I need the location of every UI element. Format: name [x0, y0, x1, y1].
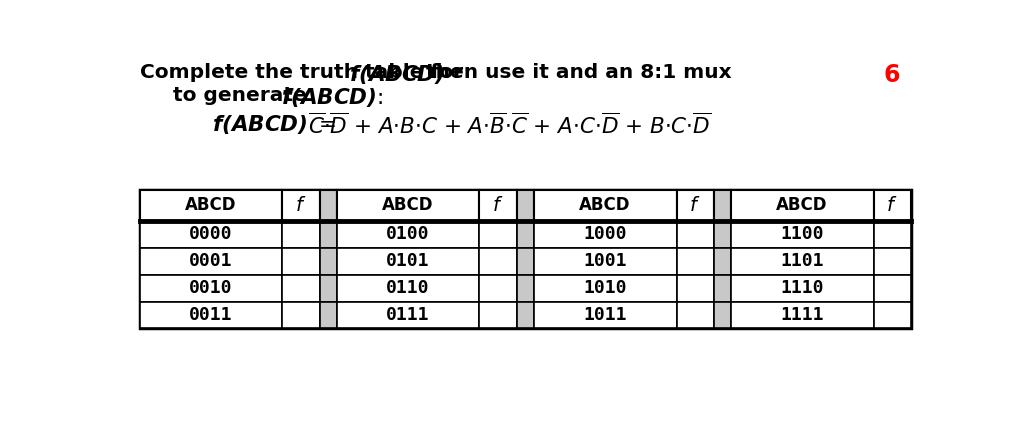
Bar	[283, 274, 319, 301]
Bar	[139, 221, 283, 248]
Text: $\mathit{f}$: $\mathit{f}$	[887, 196, 898, 215]
Bar	[337, 248, 479, 274]
Text: ABCD: ABCD	[185, 196, 237, 214]
Bar	[479, 190, 517, 221]
Bar	[479, 274, 517, 301]
Bar	[283, 301, 319, 328]
Bar	[677, 190, 714, 221]
Text: 0011: 0011	[189, 306, 232, 324]
Bar	[139, 248, 283, 274]
Text: ABCD: ABCD	[580, 196, 631, 214]
Text: $\mathit{f}$: $\mathit{f}$	[295, 196, 306, 215]
Bar	[731, 190, 873, 221]
Text: 0001: 0001	[189, 252, 232, 270]
Bar	[534, 190, 677, 221]
Text: 6: 6	[884, 63, 900, 87]
Text: 1000: 1000	[584, 225, 627, 243]
Text: 1110: 1110	[780, 279, 824, 297]
Bar	[139, 274, 283, 301]
Bar	[677, 221, 714, 248]
Bar	[731, 248, 873, 274]
Bar	[714, 190, 731, 221]
Bar	[479, 221, 517, 248]
Bar	[714, 221, 731, 248]
Bar	[677, 248, 714, 274]
Bar	[139, 190, 910, 328]
Bar	[873, 301, 910, 328]
Bar	[139, 190, 283, 221]
Text: 0100: 0100	[386, 225, 430, 243]
Bar	[479, 301, 517, 328]
Text: Complete the truth table for: Complete the truth table for	[139, 63, 470, 82]
Bar	[319, 248, 337, 274]
Text: 1100: 1100	[780, 225, 824, 243]
Bar	[337, 274, 479, 301]
Bar	[283, 248, 319, 274]
Text: $\mathit{f}$: $\mathit{f}$	[689, 196, 700, 215]
Bar	[714, 301, 731, 328]
Text: ABCD: ABCD	[776, 196, 827, 214]
Bar	[873, 190, 910, 221]
Bar	[731, 274, 873, 301]
Bar	[337, 221, 479, 248]
Bar	[714, 248, 731, 274]
Bar	[677, 274, 714, 301]
Text: $\bfit{f}$$\bfit{(ABCD)}$: $\bfit{f}$$\bfit{(ABCD)}$	[349, 63, 444, 86]
Bar	[534, 301, 677, 328]
Bar	[337, 301, 479, 328]
Bar	[283, 221, 319, 248]
Bar	[319, 221, 337, 248]
Bar	[517, 274, 534, 301]
Text: 1010: 1010	[584, 279, 627, 297]
Bar	[319, 274, 337, 301]
Bar	[731, 221, 873, 248]
Bar	[534, 221, 677, 248]
Bar	[714, 274, 731, 301]
Text: 0101: 0101	[386, 252, 430, 270]
Text: then use it and an 8:1 mux: then use it and an 8:1 mux	[420, 63, 732, 82]
Bar	[517, 301, 534, 328]
Bar	[677, 301, 714, 328]
Bar	[517, 190, 534, 221]
Text: 1011: 1011	[584, 306, 627, 324]
Bar	[534, 248, 677, 274]
Bar	[139, 301, 283, 328]
Bar	[319, 301, 337, 328]
Bar	[873, 221, 910, 248]
Bar	[534, 274, 677, 301]
Bar	[283, 190, 319, 221]
Bar	[873, 274, 910, 301]
Text: 1001: 1001	[584, 252, 627, 270]
Bar	[731, 301, 873, 328]
Bar	[319, 190, 337, 221]
Text: 0010: 0010	[189, 279, 232, 297]
Bar	[517, 221, 534, 248]
Bar	[873, 248, 910, 274]
Text: 1111: 1111	[780, 306, 824, 324]
Text: 0000: 0000	[189, 225, 232, 243]
Text: $\bfit{f(ABCD)}$ $=$: $\bfit{f(ABCD)}$ $=$	[212, 113, 343, 136]
Bar	[337, 190, 479, 221]
Text: $\overline{C}{\cdot}\overline{D}$ $+$ $A{\cdot}B{\cdot}C$ $+$ $A{\cdot}\overline: $\overline{C}{\cdot}\overline{D}$ $+$ $A…	[308, 113, 711, 138]
Bar	[479, 248, 517, 274]
Text: 0111: 0111	[386, 306, 430, 324]
Text: $\bfit{f}$$\bfit{(ABCD)}$:: $\bfit{f}$$\bfit{(ABCD)}$:	[282, 86, 384, 109]
Text: ABCD: ABCD	[382, 196, 434, 214]
Text: $\mathit{f}$: $\mathit{f}$	[493, 196, 504, 215]
Text: 1101: 1101	[780, 252, 824, 270]
Bar	[517, 248, 534, 274]
Text: 0110: 0110	[386, 279, 430, 297]
Text: to generate: to generate	[173, 86, 313, 105]
